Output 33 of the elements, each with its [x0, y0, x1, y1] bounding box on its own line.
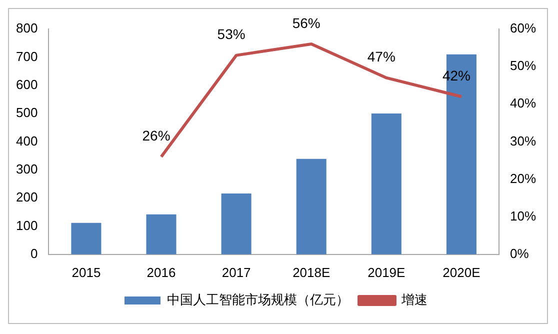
y-tick-label: 100	[16, 218, 38, 233]
data-label: 47%	[367, 48, 396, 65]
y2-tick-label: 30%	[510, 133, 536, 148]
x-tick-label: 2020E	[442, 264, 481, 280]
y-tick-label: 200	[16, 190, 38, 205]
y2-tick-label: 60%	[510, 20, 536, 36]
x-tick-label: 2016	[146, 264, 176, 280]
y2-tick-label: 50%	[510, 58, 536, 74]
y2-tick-label: 0%	[510, 246, 530, 261]
data-label: 26%	[142, 128, 170, 144]
bar	[146, 214, 176, 254]
y2-tick-label: 40%	[510, 96, 536, 111]
x-tick-label: 2018E	[292, 264, 330, 280]
data-label: 56%	[292, 14, 320, 31]
x-tick-label: 2019E	[368, 264, 406, 280]
y-tick-label: 300	[16, 161, 38, 176]
y-tick-label: 500	[16, 105, 38, 120]
legend-label: 中国人工智能市场规模（亿元）	[167, 292, 349, 308]
bar	[371, 114, 402, 254]
bar	[296, 158, 326, 254]
legend-label: 增速	[400, 292, 428, 308]
x-tick-label: 2017	[222, 264, 251, 280]
x-tick-label: 2015	[72, 264, 101, 280]
y-tick-label: 400	[16, 133, 38, 148]
bar	[71, 222, 102, 254]
y-tick-label: 0	[30, 246, 38, 261]
y2-tick-label: 20%	[510, 170, 536, 186]
y2-tick-label: 10%	[510, 208, 536, 224]
y-tick-label: 700	[16, 48, 38, 64]
data-label: 53%	[217, 26, 246, 42]
y-tick-label: 600	[16, 76, 38, 92]
bar	[221, 194, 252, 254]
y-tick-label: 800	[16, 20, 38, 36]
